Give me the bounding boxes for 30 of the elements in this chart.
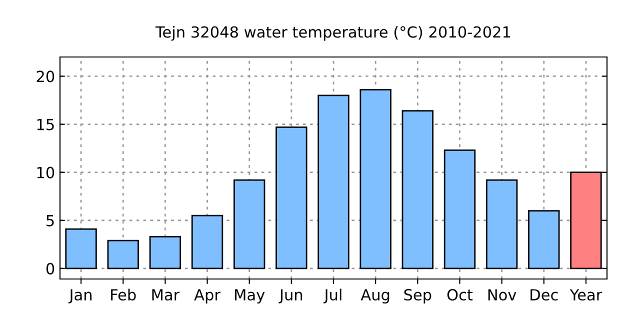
bar xyxy=(107,240,139,270)
x-tick-label: May xyxy=(235,289,265,304)
x-tick-label: Dec xyxy=(530,289,558,301)
x-tick-label: Year xyxy=(570,289,602,301)
y-tick-label: 15 xyxy=(37,118,54,130)
bar xyxy=(402,110,434,270)
x-tick-label: Aug xyxy=(360,289,390,304)
bar xyxy=(444,150,476,270)
y-tick-label: 20 xyxy=(36,70,54,82)
bar xyxy=(318,94,350,270)
x-tick-label: Apr xyxy=(194,289,220,304)
bar xyxy=(528,210,560,270)
bar xyxy=(191,214,224,270)
x-tick-label: Sep xyxy=(404,288,432,304)
chart-title: Tejn 32048 water temperature (°C) 2010-2021 xyxy=(155,26,510,41)
x-tick-label: Oct xyxy=(447,288,473,301)
x-tick-label: Mar xyxy=(152,289,180,301)
x-tick-label: Jun xyxy=(278,289,302,304)
bar xyxy=(276,126,308,270)
x-tick-label: Jul xyxy=(323,288,342,304)
bar xyxy=(149,236,182,270)
x-tick-label: Jan xyxy=(68,289,92,304)
y-tick-label: 10 xyxy=(37,166,54,178)
bar xyxy=(486,179,518,270)
y-tick-label: 5 xyxy=(46,215,54,226)
y-tick-label: 0 xyxy=(46,262,54,274)
x-tick-label: Nov xyxy=(488,289,516,301)
bar xyxy=(234,179,266,270)
bar xyxy=(360,88,392,270)
x-tick-label: Feb xyxy=(111,288,136,301)
